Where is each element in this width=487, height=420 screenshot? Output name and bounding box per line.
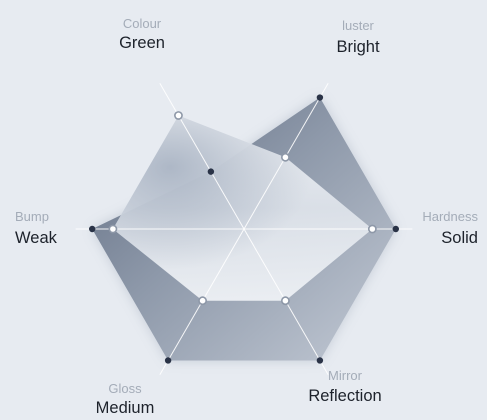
axis-value-luster: Bright — [336, 38, 380, 56]
axis-category-bump: Bump — [15, 209, 49, 224]
outer-point-bump — [89, 226, 95, 232]
axis-category-gloss: Gloss — [108, 381, 142, 396]
outer-point-luster — [317, 94, 323, 100]
inner-point-luster — [282, 154, 289, 161]
inner-point-mirror — [282, 297, 289, 304]
outer-point-colour — [208, 168, 214, 174]
axis-value-bump: Weak — [15, 229, 58, 247]
axis-value-hardness: Solid — [441, 229, 478, 247]
axis-category-luster: luster — [342, 18, 374, 33]
outer-point-gloss — [165, 357, 171, 363]
axis-category-hardness: Hardness — [422, 209, 478, 224]
outer-point-mirror — [317, 357, 323, 363]
inner-point-hardness — [369, 225, 376, 232]
inner-point-bump — [109, 225, 116, 232]
inner-point-colour — [175, 112, 182, 119]
axis-value-colour: Green — [119, 34, 165, 52]
inner-point-gloss — [199, 297, 206, 304]
axis-category-colour: Colour — [123, 16, 162, 31]
axis-value-gloss: Medium — [96, 399, 155, 417]
axis-value-mirror: Reflection — [308, 387, 381, 405]
axis-category-mirror: Mirror — [328, 368, 363, 383]
outer-point-hardness — [393, 226, 399, 232]
